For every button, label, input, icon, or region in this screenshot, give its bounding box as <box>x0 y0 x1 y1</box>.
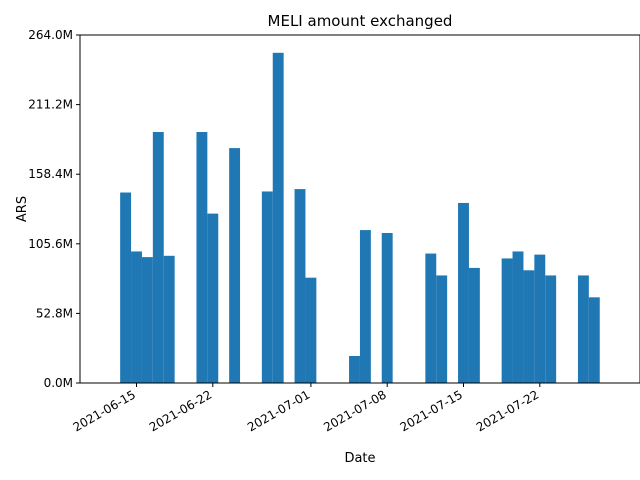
bar-2021-06-24 <box>229 148 241 383</box>
bar-2021-07-22 <box>534 254 546 383</box>
y-tick-label: 158.4M <box>28 167 73 181</box>
chart-title: MELI amount exchanged <box>268 12 453 30</box>
plot-frame <box>79 34 640 384</box>
bar-2021-06-22 <box>207 213 219 383</box>
y-tick-label: 0.0M <box>44 376 73 390</box>
x-tick-label: 2021-06-15 <box>71 387 138 434</box>
bar-2021-06-15 <box>131 251 142 383</box>
x-tick-label: 2021-07-15 <box>398 387 465 434</box>
y-tick-label: 211.2M <box>28 98 73 112</box>
bar-2021-07-15 <box>458 202 469 383</box>
bar-2021-06-27 <box>261 191 273 383</box>
x-tick-label: 2021-07-08 <box>321 387 388 434</box>
bars-group <box>120 52 600 384</box>
bar-2021-06-17 <box>152 132 164 383</box>
bar-2021-07-20 <box>512 251 524 383</box>
bar-2021-06-28 <box>272 52 284 384</box>
bar-2021-06-18 <box>163 255 175 383</box>
bar-2021-07-23 <box>545 275 557 383</box>
x-tick-label: 2021-06-22 <box>147 387 214 434</box>
x-axis-label: Date <box>344 451 375 466</box>
bar-2021-06-14 <box>120 192 132 383</box>
y-tick-label: 105.6M <box>28 237 73 251</box>
x-tick-label: 2021-07-01 <box>245 387 312 434</box>
bar-2021-06-30 <box>294 189 306 383</box>
bar-2021-07-01 <box>305 277 317 383</box>
bar-2021-07-08 <box>381 232 393 383</box>
bar-2021-06-21 <box>196 132 208 383</box>
bar-2021-07-16 <box>468 267 480 383</box>
bar-2021-07-12 <box>425 253 437 383</box>
y-tick-label: 264.0M <box>28 28 73 42</box>
x-axis: 2021-06-15 2021-06-22 2021-07-01 2021-07-08… <box>71 383 541 434</box>
y-axis-label: ARS <box>15 196 30 222</box>
bar-2021-07-05 <box>349 355 360 383</box>
y-axis: 0.0M 52.8M 105.6M 158.4M 211.2M 264.0M <box>28 28 80 390</box>
bar-2021-07-06 <box>359 230 371 383</box>
bar-2021-07-27 <box>588 297 600 383</box>
bar-2021-06-16 <box>141 257 153 383</box>
bar-2021-07-13 <box>436 275 448 383</box>
bar-2021-07-21 <box>523 270 535 383</box>
x-tick-label: 2021-07-22 <box>474 387 541 434</box>
bar-2021-07-19 <box>501 258 513 383</box>
bar-2021-07-26 <box>577 275 589 383</box>
y-tick-label: 52.8M <box>36 306 73 320</box>
